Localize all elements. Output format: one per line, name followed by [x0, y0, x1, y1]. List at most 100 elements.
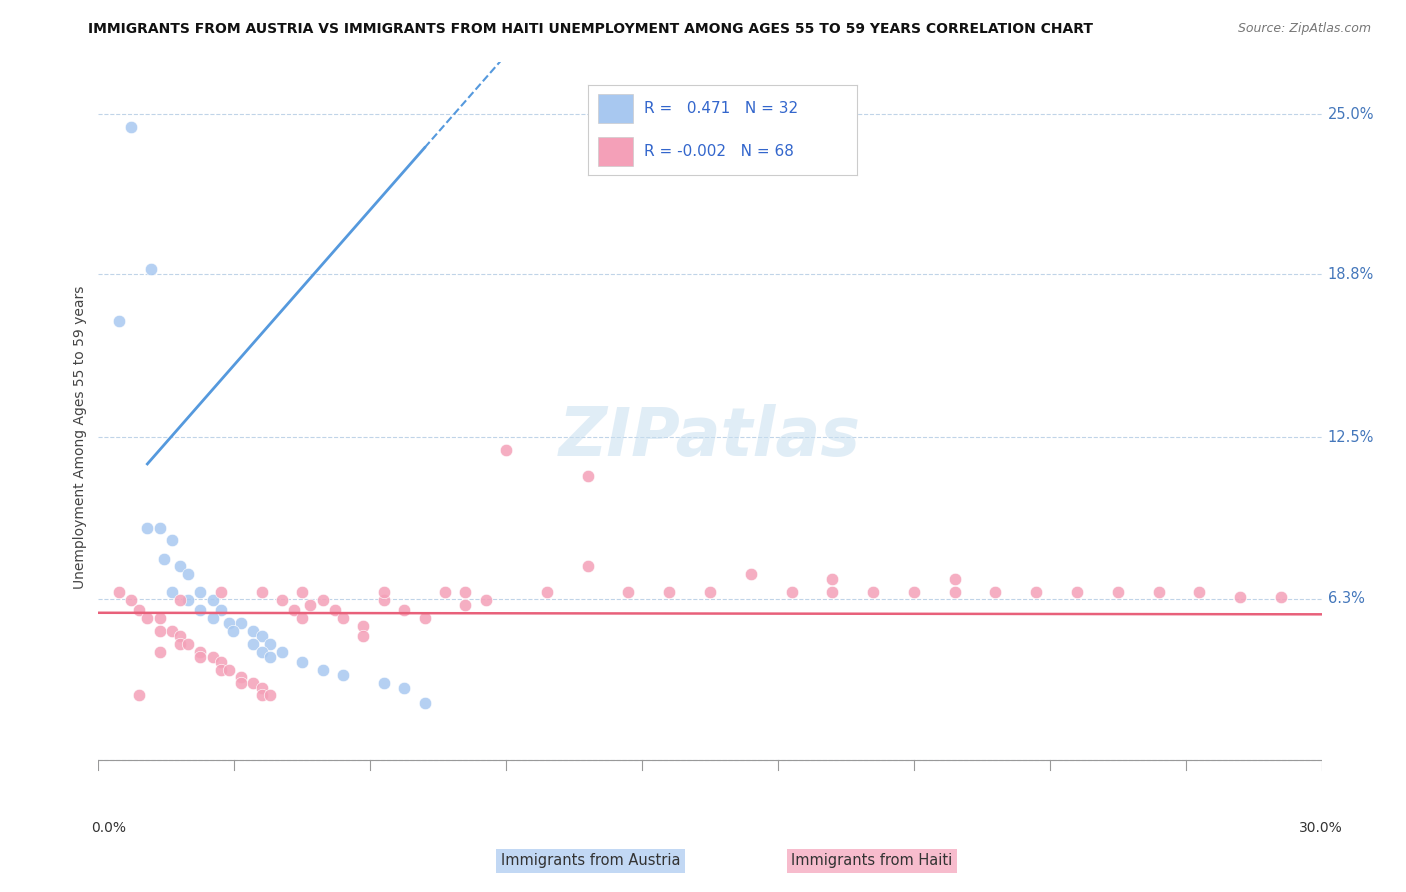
Point	[169, 629, 191, 643]
Point	[218, 616, 240, 631]
Y-axis label: Unemployment Among Ages 55 to 59 years: Unemployment Among Ages 55 to 59 years	[73, 285, 87, 589]
Point	[821, 572, 844, 586]
Point	[259, 649, 281, 664]
Point	[136, 520, 159, 534]
Point	[283, 603, 305, 617]
Point	[1270, 591, 1292, 605]
Point	[373, 585, 395, 599]
Point	[413, 696, 436, 710]
Point	[392, 603, 416, 617]
Point	[332, 611, 354, 625]
Point	[291, 585, 314, 599]
Point	[373, 592, 395, 607]
Point	[250, 585, 273, 599]
Point	[160, 585, 183, 599]
Point	[291, 611, 314, 625]
Text: Immigrants from Haiti: Immigrants from Haiti	[792, 854, 952, 868]
Text: 30.0%: 30.0%	[1299, 821, 1343, 835]
Point	[474, 592, 498, 607]
Point	[250, 629, 273, 643]
Point	[222, 624, 245, 638]
Text: IMMIGRANTS FROM AUSTRIA VS IMMIGRANTS FROM HAITI UNEMPLOYMENT AMONG AGES 55 TO 5: IMMIGRANTS FROM AUSTRIA VS IMMIGRANTS FR…	[89, 22, 1092, 37]
Point	[323, 603, 346, 617]
Point	[177, 567, 200, 582]
Point	[373, 675, 395, 690]
Point	[434, 585, 457, 599]
Text: Immigrants from Austria: Immigrants from Austria	[501, 854, 681, 868]
Point	[1025, 585, 1047, 599]
Point	[250, 644, 273, 658]
Point	[120, 120, 142, 134]
Point	[160, 533, 183, 548]
Point	[740, 567, 762, 582]
Point	[352, 629, 374, 643]
Point	[188, 603, 212, 617]
Point	[169, 559, 191, 574]
Point	[536, 585, 558, 599]
Text: 18.8%: 18.8%	[1327, 267, 1374, 282]
Point	[250, 681, 273, 695]
Point	[780, 585, 803, 599]
Point	[188, 585, 212, 599]
Text: 25.0%: 25.0%	[1327, 107, 1374, 121]
Point	[1107, 585, 1129, 599]
Text: ZIPatlas: ZIPatlas	[560, 404, 860, 470]
Text: 12.5%: 12.5%	[1327, 430, 1374, 444]
Point	[250, 689, 273, 703]
Point	[312, 592, 335, 607]
Point	[209, 585, 232, 599]
Point	[312, 663, 335, 677]
Point	[188, 644, 212, 658]
Point	[352, 618, 374, 632]
Point	[242, 637, 264, 651]
Point	[299, 598, 322, 612]
Point	[231, 675, 253, 690]
Point	[209, 655, 232, 669]
Point	[108, 314, 131, 328]
Point	[149, 520, 172, 534]
Point	[231, 616, 253, 631]
Text: 0.0%: 0.0%	[91, 821, 127, 835]
Point	[242, 624, 264, 638]
Point	[259, 637, 281, 651]
Point	[454, 598, 477, 612]
Point	[270, 592, 294, 607]
Point	[209, 603, 232, 617]
Point	[128, 689, 150, 703]
Point	[201, 592, 224, 607]
Point	[984, 585, 1007, 599]
Point	[392, 681, 416, 695]
Point	[903, 585, 925, 599]
Point	[1188, 585, 1211, 599]
Point	[1229, 591, 1251, 605]
Point	[149, 644, 172, 658]
Point	[291, 655, 314, 669]
Point	[152, 551, 174, 566]
Point	[454, 585, 477, 599]
Point	[821, 585, 844, 599]
Point	[242, 675, 264, 690]
Point	[576, 468, 599, 483]
Point	[617, 585, 640, 599]
Point	[270, 644, 294, 658]
Point	[128, 603, 150, 617]
Point	[332, 667, 354, 681]
Point	[149, 624, 172, 638]
Point	[188, 649, 212, 664]
Point	[169, 592, 191, 607]
Point	[943, 585, 966, 599]
Point	[413, 611, 436, 625]
Point	[141, 262, 163, 277]
Point	[495, 442, 517, 457]
Point	[862, 585, 884, 599]
Point	[160, 624, 183, 638]
Point	[120, 592, 142, 607]
Point	[201, 611, 224, 625]
Point	[177, 637, 200, 651]
Text: Source: ZipAtlas.com: Source: ZipAtlas.com	[1237, 22, 1371, 36]
Point	[943, 572, 966, 586]
Point	[1147, 585, 1170, 599]
Point	[259, 689, 281, 703]
Point	[209, 663, 232, 677]
Point	[136, 611, 159, 625]
